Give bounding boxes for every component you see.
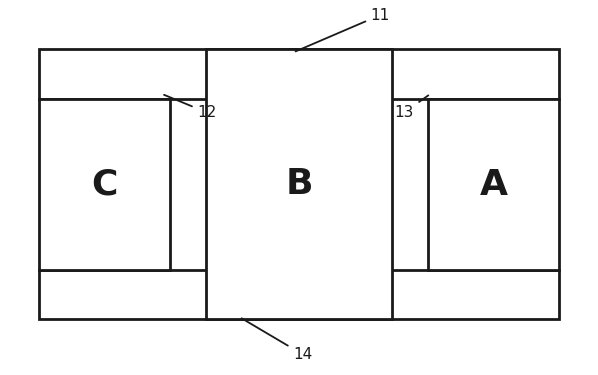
Text: A: A	[480, 168, 507, 202]
Bar	[39, 99, 170, 270]
Text: 12: 12	[164, 95, 216, 120]
Bar	[39, 270, 559, 319]
Bar	[428, 99, 559, 270]
Text: 13: 13	[395, 95, 428, 120]
Text: B: B	[285, 167, 313, 201]
Text: C: C	[91, 168, 118, 202]
Text: 11: 11	[295, 8, 390, 51]
Bar	[206, 49, 392, 319]
Bar	[39, 49, 559, 99]
Text: 14: 14	[242, 318, 312, 362]
